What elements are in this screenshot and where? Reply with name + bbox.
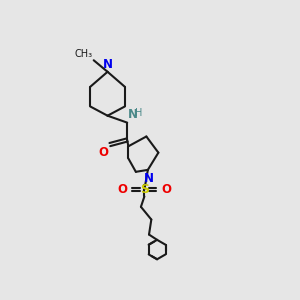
Text: H: H — [135, 109, 142, 118]
Text: S: S — [140, 183, 149, 196]
Text: O: O — [162, 183, 172, 196]
Text: O: O — [98, 146, 109, 159]
Text: N: N — [103, 58, 112, 70]
Text: N: N — [144, 172, 154, 185]
Text: O: O — [117, 183, 127, 196]
Text: N: N — [128, 109, 138, 122]
Text: CH₃: CH₃ — [74, 49, 92, 59]
